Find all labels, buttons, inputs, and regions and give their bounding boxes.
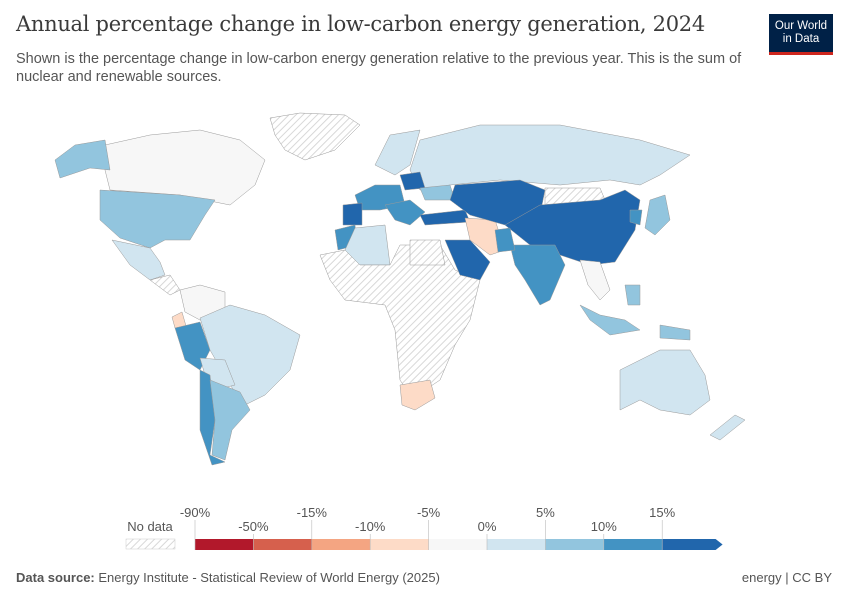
- legend-bin: [370, 539, 429, 550]
- country-pakistan[interactable]: [494, 227, 516, 253]
- source-text[interactable]: Energy Institute - Statistical Review of…: [98, 570, 440, 585]
- owid-logo[interactable]: Our World in Data: [769, 14, 833, 55]
- legend-tick-label: -90%: [180, 505, 211, 520]
- legend-tick-label: 5%: [536, 505, 555, 520]
- legend-tick-label: -10%: [355, 519, 386, 534]
- country-saudi-gulf[interactable]: [444, 239, 491, 281]
- country-new-guinea[interactable]: [659, 324, 691, 341]
- country-argentina[interactable]: [209, 379, 251, 461]
- legend-bin: [603, 539, 663, 550]
- legend-tick-label: -50%: [238, 519, 269, 534]
- country-mexico[interactable]: [111, 239, 166, 281]
- legend-bin: [662, 539, 723, 550]
- footer-license[interactable]: energy | CC BY: [741, 570, 832, 585]
- country-australia[interactable]: [619, 349, 711, 416]
- country-russia[interactable]: [409, 124, 691, 191]
- country-new-zealand[interactable]: [709, 414, 746, 441]
- country-philippines[interactable]: [624, 284, 641, 306]
- legend-bin: [487, 539, 546, 550]
- country-iberia[interactable]: [342, 202, 363, 226]
- legend-bin: [428, 539, 487, 550]
- legend-tick-label: 10%: [591, 519, 617, 534]
- legend-bin: [253, 539, 312, 550]
- logo-text: Our World in Data: [774, 20, 828, 45]
- country-south-africa[interactable]: [399, 379, 436, 411]
- legend-tick-label: 0%: [478, 519, 497, 534]
- country-egypt[interactable]: [409, 239, 446, 266]
- country-usa[interactable]: [99, 189, 216, 249]
- country-turkey[interactable]: [419, 209, 471, 226]
- legend-bin: [545, 539, 604, 550]
- legend-bin: [195, 539, 254, 550]
- country-japan[interactable]: [644, 194, 671, 236]
- color-legend: No data -90% -50% -15% -10% -5% 0% 5% 10% 15%: [125, 505, 723, 550]
- country-greenland[interactable]: [269, 112, 361, 161]
- legend-tick-label: 15%: [649, 505, 675, 520]
- country-alaska[interactable]: [54, 139, 111, 179]
- country-ukraine[interactable]: [419, 184, 456, 201]
- no-data-swatch: [125, 538, 176, 550]
- page-subtitle: Shown is the percentage change in low-ca…: [16, 51, 742, 85]
- country-italy-balkans[interactable]: [384, 199, 426, 226]
- country-korea[interactable]: [629, 209, 643, 226]
- legend-tick-label: -15%: [297, 505, 328, 520]
- source-label: Data source:: [16, 570, 95, 585]
- no-data-label: No data: [127, 519, 173, 534]
- legend-tick-label: -5%: [417, 505, 441, 520]
- country-southeast-asia[interactable]: [579, 259, 611, 301]
- country-scandinavia[interactable]: [374, 129, 421, 176]
- legend-bin: [311, 539, 371, 550]
- country-africa-rest[interactable]: [319, 244, 481, 396]
- country-canada[interactable]: [104, 129, 266, 206]
- page-title: Annual percentage change in low-carbon e…: [16, 12, 705, 36]
- data-source: Data source: Energy Institute - Statisti…: [16, 570, 440, 585]
- country-ecuador[interactable]: [171, 311, 187, 329]
- country-india[interactable]: [509, 244, 566, 306]
- country-indonesia[interactable]: [579, 304, 641, 336]
